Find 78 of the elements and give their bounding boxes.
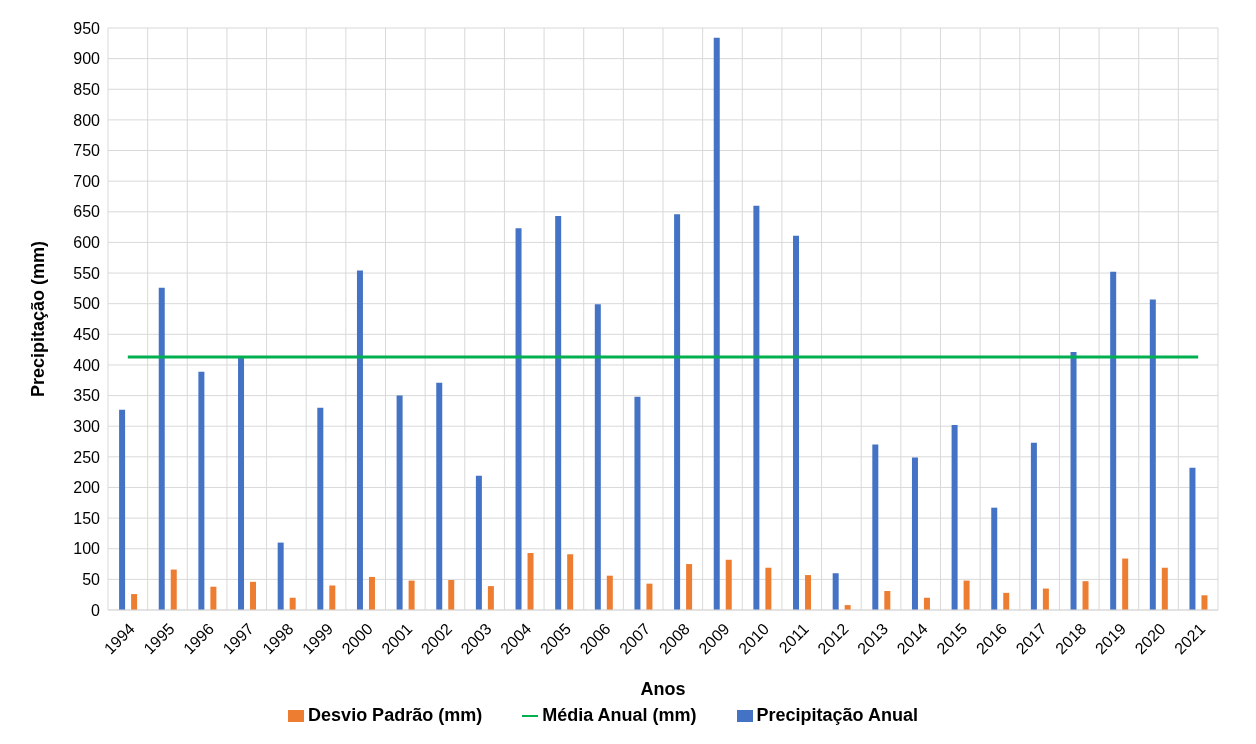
bar xyxy=(884,591,891,610)
bar xyxy=(527,553,534,610)
bar xyxy=(832,573,839,610)
bar xyxy=(951,424,958,610)
bar xyxy=(515,228,522,610)
bar xyxy=(210,586,217,610)
y-tick-label: 500 xyxy=(73,295,101,313)
y-tick-label: 600 xyxy=(73,234,101,252)
bar xyxy=(396,395,403,610)
y-tick-label: 800 xyxy=(73,111,101,129)
y-tick-label: 350 xyxy=(73,387,101,405)
bar xyxy=(725,559,732,610)
bar xyxy=(1030,442,1037,610)
legend-label: Desvio Padrão (mm) xyxy=(308,705,483,725)
y-tick-label: 950 xyxy=(73,19,101,37)
bar xyxy=(250,581,257,610)
bar xyxy=(238,357,245,610)
bar xyxy=(1122,558,1129,610)
y-tick-label: 0 xyxy=(91,601,101,619)
bar xyxy=(408,580,415,610)
bar xyxy=(1189,467,1196,610)
bar xyxy=(963,580,970,610)
bar xyxy=(368,576,375,610)
bar xyxy=(991,507,998,610)
y-axis-title: Precipitação (mm) xyxy=(28,240,49,398)
bar xyxy=(1042,588,1049,610)
y-tick-label: 700 xyxy=(73,172,101,190)
bar xyxy=(1110,271,1117,610)
bar xyxy=(606,575,613,610)
bar xyxy=(686,564,693,610)
y-tick-label: 450 xyxy=(73,326,101,343)
y-tick-label: 900 xyxy=(73,50,101,68)
legend-label: Média Anual (mm) xyxy=(542,705,697,725)
bar xyxy=(356,270,363,610)
y-tick-label: 150 xyxy=(73,509,101,527)
bar xyxy=(131,594,138,610)
bar xyxy=(1003,592,1010,610)
bar xyxy=(674,214,681,610)
bar xyxy=(793,235,800,610)
bar xyxy=(1149,299,1156,610)
y-tick-label: 50 xyxy=(82,571,101,589)
bar xyxy=(713,37,720,610)
y-tick-label: 550 xyxy=(73,264,101,282)
bar xyxy=(1070,352,1077,610)
bar xyxy=(765,567,772,610)
bar xyxy=(555,216,562,610)
bar xyxy=(119,409,126,610)
bar xyxy=(567,554,574,610)
y-tick-label: 250 xyxy=(73,448,101,466)
bar xyxy=(634,396,641,610)
bar xyxy=(594,304,601,610)
bar xyxy=(277,542,284,610)
x-axis-title: Anos xyxy=(640,679,686,699)
bar xyxy=(475,475,482,610)
bar xyxy=(805,575,812,610)
bar xyxy=(1082,581,1089,610)
bar xyxy=(317,407,324,610)
bar xyxy=(329,585,336,610)
y-tick-label: 850 xyxy=(73,80,101,98)
bar xyxy=(646,583,653,610)
bar xyxy=(753,205,760,610)
bar xyxy=(198,371,205,610)
bar xyxy=(158,287,165,610)
y-tick-label: 100 xyxy=(73,540,101,558)
bar xyxy=(1161,567,1168,610)
y-tick-label: 300 xyxy=(73,417,101,435)
bar xyxy=(872,444,879,610)
bar xyxy=(436,382,443,610)
bar xyxy=(911,457,918,610)
y-tick-label: 400 xyxy=(73,356,101,374)
bar xyxy=(170,569,177,610)
y-tick-label: 650 xyxy=(73,203,101,221)
bar xyxy=(487,586,494,610)
legend-label: Precipitação Anual xyxy=(756,705,918,725)
bar xyxy=(448,579,455,610)
y-tick-label: 750 xyxy=(73,142,101,160)
bar xyxy=(1201,595,1208,610)
y-tick-label: 200 xyxy=(73,479,101,497)
